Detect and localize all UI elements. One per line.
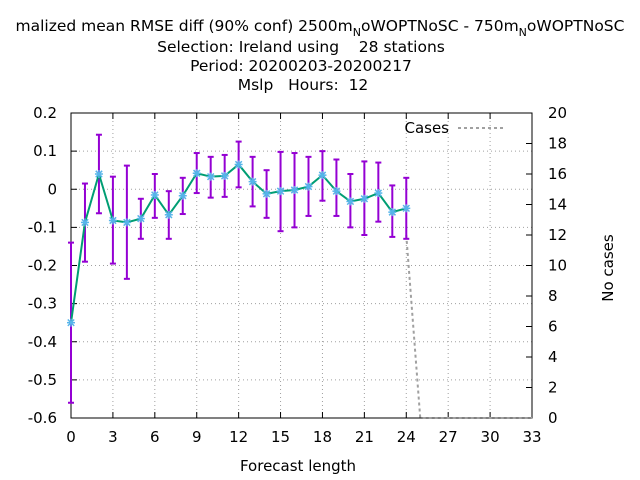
legend-label-cases: Cases [404,119,449,137]
y-tick-label: -0.3 [28,295,57,313]
chart-title-line1: malized mean RMSE diff (90% conf) 2500mN… [16,17,625,39]
y-tick-label: -0.4 [28,333,57,351]
x-tick-label: 21 [355,428,374,446]
y2-tick-label: 8 [548,287,558,305]
data-point [67,318,75,327]
y2-tick-label: 20 [548,104,567,122]
data-point [262,189,271,198]
title-line1-b: oWOPTNoSC - 750m [361,17,519,35]
x-tick-label: 12 [229,428,248,446]
x-tick-label: 15 [271,428,290,446]
x-tick-label: 18 [313,428,332,446]
x-axis-label: Forecast length [240,457,356,475]
y-tick-label: -0.5 [28,371,57,389]
title-line1-a: malized mean RMSE diff (90% conf) 2500m [16,17,353,35]
data-point [234,160,243,169]
data-point [164,210,173,219]
axes: 0 3 6 9 12 15 18 21 24 27 30 330.20.10-0.1-0.2-0.3-… [28,104,567,446]
data-point [360,194,369,203]
title-line1-sub1: N [353,26,361,39]
data-point [318,171,327,180]
title-line1-sub2: N [519,26,527,39]
data-point [108,216,117,225]
x-tick-label: 9 [192,428,202,446]
y-tick-label: 0 [47,180,57,198]
x-tick-label: 6 [150,428,160,446]
data-point [304,182,313,191]
y2-tick-label: 10 [548,257,567,275]
y-tick-label: -0.2 [28,257,57,275]
plot-frame [70,112,533,419]
y2-tick-label: 12 [548,226,567,244]
data-point [94,170,103,178]
chart-title-line3: Period: 20200203-20200217 [190,57,412,75]
x-tick-label: 3 [108,428,118,446]
y-tick-label: -0.1 [28,218,57,236]
x-tick-label: 0 [66,428,76,446]
data-point [388,208,397,217]
data-point [220,171,229,180]
y-tick-label: 0.2 [33,104,57,122]
legend: Cases [404,119,506,137]
series-line-cases [405,234,532,419]
chart-title-line2: Selection: Ireland using 28 stations [157,38,445,56]
data-point [136,214,145,223]
y2-tick-label: 18 [548,135,567,153]
data-point [346,197,355,206]
data-point [290,186,299,195]
data-point [192,169,201,178]
x-tick-label: 24 [397,428,416,446]
data-point [150,190,159,199]
x-tick-label: 33 [522,428,541,446]
data-point [402,204,411,213]
y2-tick-label: 14 [548,196,567,214]
title-line1-c: oWOPTNoSC [527,17,625,35]
y-tick-label: 0.1 [33,142,57,160]
y2-tick-label: 4 [548,348,558,366]
y2-tick-label: 6 [548,318,558,336]
data-point [332,187,341,196]
y2-tick-label: 2 [548,379,558,397]
data-point [248,177,257,186]
data-point [276,187,285,196]
grid [71,113,532,418]
y2-tick-label: 16 [548,165,567,183]
y-tick-label: -0.6 [28,409,57,427]
y2-tick-label: 0 [548,409,558,427]
data-point [178,191,187,200]
x-tick-label: 27 [439,428,458,446]
data-point [122,218,131,227]
x-tick-label: 30 [481,428,500,446]
data-point [80,218,89,227]
data-point [374,189,383,198]
chart-title-line4: Mslp Hours: 12 [238,76,369,94]
series-layer [67,133,532,419]
y2-axis-label: No cases [599,234,617,302]
data-point [206,172,215,181]
